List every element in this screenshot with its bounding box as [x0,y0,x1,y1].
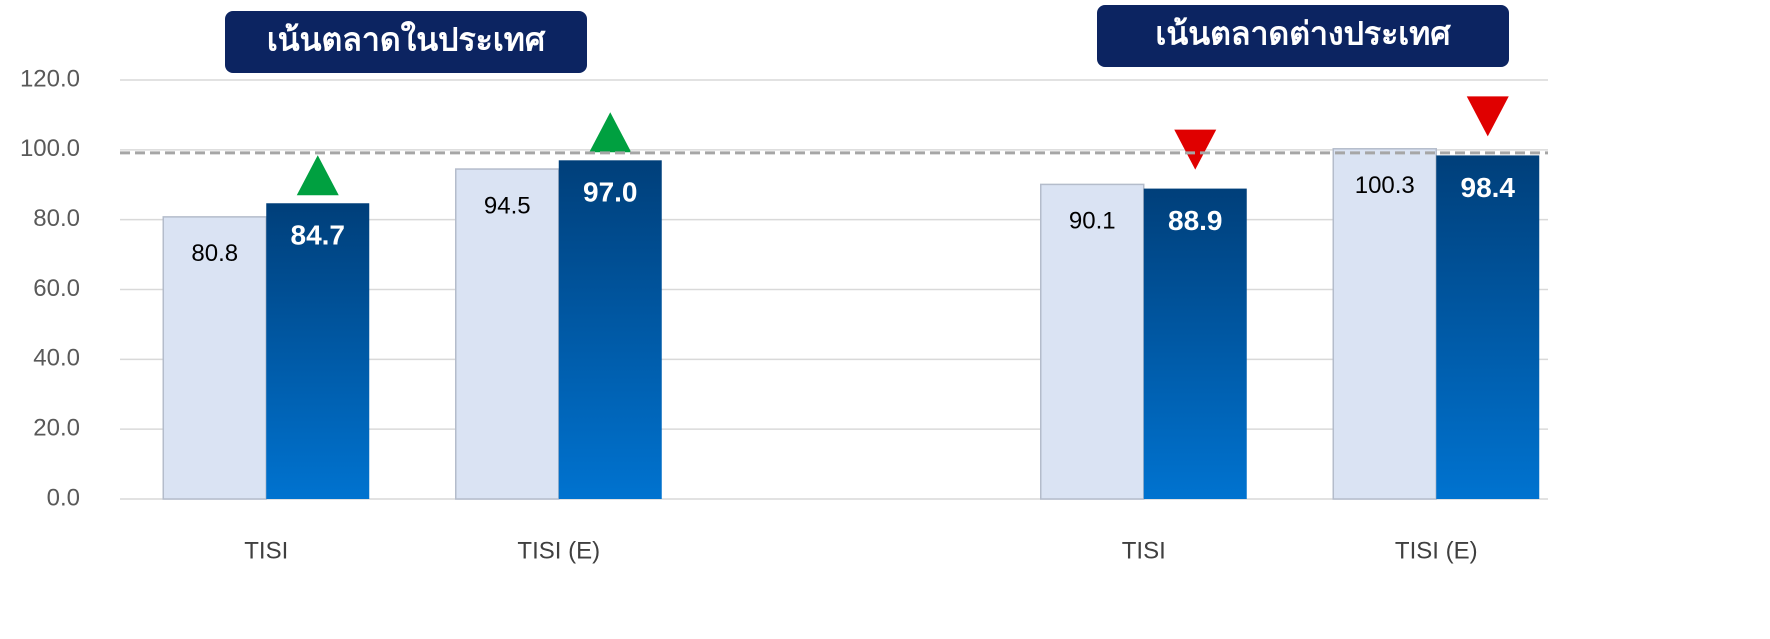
bar [1332,148,1437,500]
x-tick-label: TISI (E) [1395,537,1478,564]
x-tick-label: TISI (E) [517,537,600,564]
value-label: 98.4 [1461,172,1516,203]
group-title: เน้นตลาดต่างประเทศ [1155,15,1451,51]
group-title: เน้นตลาดในประเทศ [267,20,546,57]
y-tick-label: 100.0 [20,135,80,162]
value-label: 88.9 [1168,205,1223,236]
value-label: 84.7 [291,220,346,251]
bar [455,168,560,500]
y-tick-label: 80.0 [33,205,80,232]
x-tick-label: TISI [1122,537,1166,564]
x-tick-label: TISI [244,537,288,564]
y-tick-label: 0.0 [47,484,80,511]
y-tick-label: 120.0 [20,65,80,92]
value-label: 97.0 [583,177,638,208]
trend-arrow [296,155,339,196]
bar [266,203,370,499]
group-box [225,11,587,73]
bar [1436,155,1540,500]
trend-arrow [1466,96,1509,137]
y-tick-label: 60.0 [33,275,80,302]
value-label: 94.5 [484,192,531,219]
group-box [1097,5,1509,67]
value-label: 80.8 [191,240,238,267]
y-tick-label: 20.0 [33,415,80,442]
bar [1143,188,1247,500]
y-tick-label: 40.0 [33,345,80,372]
bar [558,160,662,499]
bar [1040,183,1145,500]
bar [162,216,267,500]
value-label: 90.1 [1069,208,1116,235]
value-label: 100.3 [1355,172,1415,199]
trend-arrow [1174,129,1217,170]
trend-arrow [589,112,632,153]
